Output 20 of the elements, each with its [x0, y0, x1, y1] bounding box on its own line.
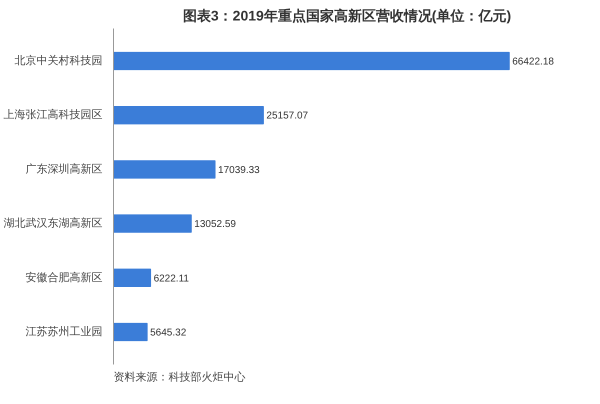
bar	[114, 106, 264, 124]
text: 资料来源：科技部火炬中心	[114, 370, 246, 384]
data-label: 25157.07	[266, 110, 309, 122]
y-tick-label: 安徽合肥高新区	[26, 270, 102, 284]
data-label: 17039.33	[218, 164, 260, 176]
bar	[114, 268, 152, 287]
y-tick-label: 上海张江高科技园区	[4, 108, 102, 122]
data-label: 66422.18	[512, 56, 554, 68]
y-tick-label: 广东深圳高新区	[26, 162, 102, 176]
y-tick-label: 湖北武汉东湖高新区	[4, 216, 102, 230]
bar	[114, 160, 216, 179]
y-tick-label: 北京中关村科技园	[14, 54, 102, 68]
bar	[114, 214, 192, 233]
data-label: 5645.32	[150, 327, 187, 338]
chart-title: 图表3：2019年重点国家高新区营收情况(单位：亿元)	[182, 8, 512, 24]
bar	[114, 52, 510, 70]
y-tick-label: 江苏苏州工业园	[26, 324, 102, 338]
data-label: 6222.11	[154, 273, 190, 284]
bar	[114, 322, 148, 342]
data-label: 13052.59	[194, 219, 236, 230]
